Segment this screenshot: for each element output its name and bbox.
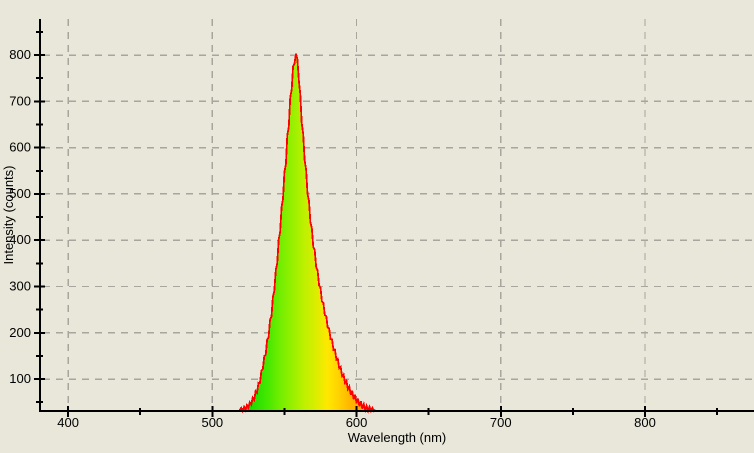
- y-tick-label-200: 200: [9, 325, 31, 340]
- x-tick-label-500: 500: [201, 415, 223, 430]
- y-tick-label-500: 500: [9, 186, 31, 201]
- x-tick-label-600: 600: [346, 415, 368, 430]
- spectrum-trace: [238, 53, 376, 415]
- x-tick-label-400: 400: [57, 415, 79, 430]
- x-axis-title: Wavelength (nm): [348, 430, 447, 445]
- y-tick-label-800: 800: [9, 47, 31, 62]
- y-tick-label-600: 600: [9, 140, 31, 155]
- gridlines: [43, 19, 754, 411]
- y-tick-label-100: 100: [9, 371, 31, 386]
- x-tick-label-800: 800: [634, 415, 656, 430]
- spectrum-area-fill: [239, 53, 376, 411]
- y-tick-label-700: 700: [9, 93, 31, 108]
- tick-labels: 400 500 600 700 800 100 200 300 400 500 600 700 800: [9, 47, 656, 430]
- y-tick-label-300: 300: [9, 279, 31, 294]
- x-tick-label-700: 700: [490, 415, 512, 430]
- y-tick-label-400: 400: [9, 232, 31, 247]
- axes: [34, 19, 754, 417]
- y-axis-title: Intensity (counts): [1, 166, 16, 265]
- spectrum-line: [238, 53, 376, 415]
